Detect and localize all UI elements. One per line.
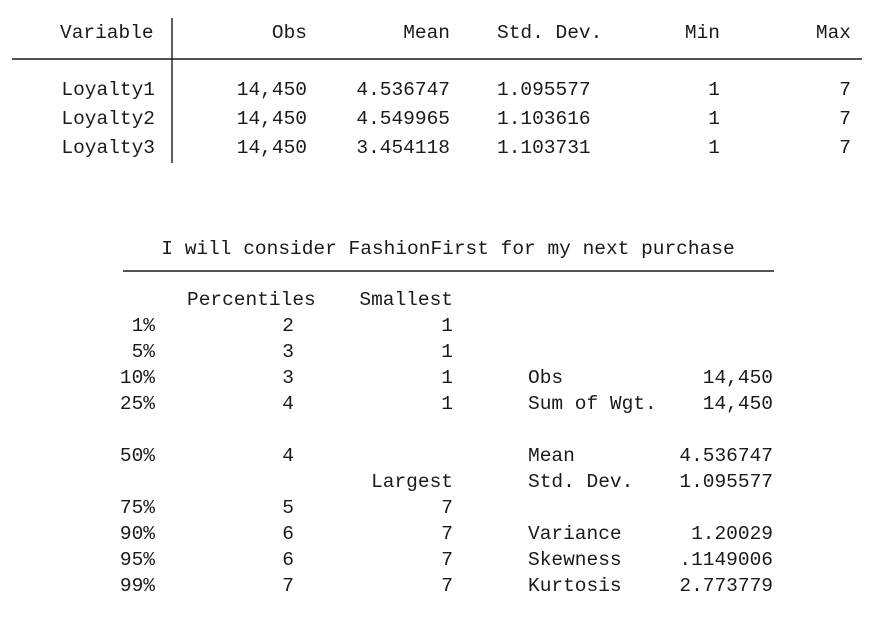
cell: 1.095577: [497, 79, 591, 101]
extreme: 7: [441, 523, 453, 545]
stat: Skewness: [528, 549, 622, 571]
value: 4: [282, 393, 294, 415]
pct: 95%: [120, 549, 155, 571]
extreme: 1: [441, 341, 453, 363]
variable-name: Loyalty3: [61, 137, 155, 159]
pct: 99%: [120, 575, 155, 597]
pct: 50%: [120, 445, 155, 467]
stat: Kurtosis: [528, 575, 622, 597]
pct: 5%: [132, 341, 156, 363]
pct: 25%: [120, 393, 155, 415]
stat-value: 2.773779: [679, 575, 773, 597]
variable-name: Loyalty1: [61, 79, 155, 101]
extreme: 1: [441, 367, 453, 389]
cell: 1: [708, 108, 720, 130]
stat-value: 14,450: [703, 393, 773, 415]
stat: Variance: [528, 523, 622, 545]
extreme: 7: [441, 549, 453, 571]
value: 6: [282, 523, 294, 545]
cell: 14,450: [237, 79, 307, 101]
cell: 1.103616: [497, 108, 591, 130]
value: 2: [282, 315, 294, 337]
cell: 4.549965: [356, 108, 450, 130]
extreme: 1: [441, 393, 453, 415]
stat: Sum of Wgt.: [528, 393, 657, 415]
stat-value: 14,450: [703, 367, 773, 389]
detail-title: I will consider FashionFirst for my next…: [161, 238, 734, 260]
value: 3: [282, 341, 294, 363]
column-header: Min: [685, 22, 720, 44]
cell: 7: [839, 108, 851, 130]
cell: 1: [708, 137, 720, 159]
column-header: Max: [816, 22, 851, 44]
cell: 3.454118: [356, 137, 450, 159]
largest-header: Largest: [371, 471, 453, 493]
value: 4: [282, 445, 294, 467]
cell: 4.536747: [356, 79, 450, 101]
value: 7: [282, 575, 294, 597]
cell: 1.103731: [497, 137, 591, 159]
value: 5: [282, 497, 294, 519]
pct: 90%: [120, 523, 155, 545]
value: 6: [282, 549, 294, 571]
column-header: Std. Dev.: [497, 22, 602, 44]
extreme: 1: [441, 315, 453, 337]
pct: 1%: [132, 315, 156, 337]
cell: 14,450: [237, 108, 307, 130]
extreme: 7: [441, 497, 453, 519]
stat-value: 1.20029: [691, 523, 773, 545]
variable-name: Loyalty2: [61, 108, 155, 130]
stat: Obs: [528, 367, 563, 389]
percentiles-header: Percentiles: [187, 289, 316, 311]
cell: 7: [839, 137, 851, 159]
column-header: Obs: [272, 22, 307, 44]
extreme: 7: [441, 575, 453, 597]
cell: 14,450: [237, 137, 307, 159]
cell: 7: [839, 79, 851, 101]
column-header: Variable: [60, 22, 154, 44]
stat-value: .1149006: [679, 549, 773, 571]
stat-value: 4.536747: [679, 445, 773, 467]
column-header: Mean: [403, 22, 450, 44]
stat-value: 1.095577: [679, 471, 773, 493]
stat: Std. Dev.: [528, 471, 633, 493]
cell: 1: [708, 79, 720, 101]
stat: Mean: [528, 445, 575, 467]
value: 3: [282, 367, 294, 389]
pct: 75%: [120, 497, 155, 519]
smallest-header: Smallest: [359, 289, 453, 311]
pct: 10%: [120, 367, 155, 389]
